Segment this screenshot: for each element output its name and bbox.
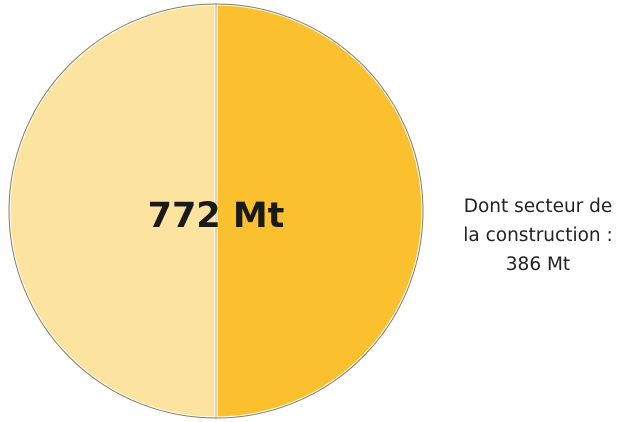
annotation-value: 386 Mt <box>505 254 571 275</box>
construction-annotation: Dont secteur de la construction : 386 Mt <box>438 192 635 279</box>
pie-total-label: 772 Mt <box>148 196 285 236</box>
pie-slices <box>7 2 425 420</box>
annotation-line-2: la construction : <box>463 225 613 246</box>
annotation-line-1: Dont secteur de <box>463 196 613 217</box>
